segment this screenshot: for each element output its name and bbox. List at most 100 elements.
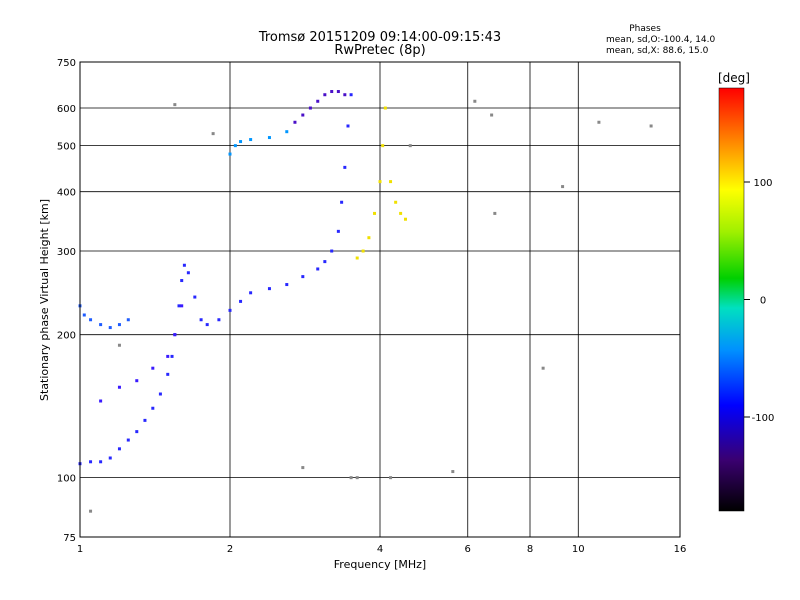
plot-frame [79,61,681,538]
x-tick-label: 6 [465,544,471,555]
data-point [383,106,387,110]
data-point [239,299,243,303]
grid-lines [80,62,680,537]
data-point [378,180,382,184]
y-tick-label: 500 [57,142,76,153]
colorbar-ticks: 100 0 -100 [744,178,774,424]
data-point [205,323,209,327]
data-point [177,304,181,308]
colorbar-tick-label: -100 [752,413,775,424]
data-point [89,509,93,513]
data-point [267,136,271,140]
data-point [249,138,253,142]
data-point [343,165,347,169]
colorbar [718,87,745,512]
data-point [293,120,297,124]
data-point [89,318,93,322]
chart-title: Tromsø 20151209 09:14:00-09:15:43 [258,30,501,45]
data-point [381,144,385,148]
phases-line-o: mean, sd,O:-100.4, 14.0 [606,35,716,45]
data-point [541,366,545,370]
x-tick-label: 10 [572,544,585,555]
data-point [117,447,121,451]
data-point [228,152,232,156]
data-point [403,217,407,221]
data-point [173,103,177,107]
data-point [355,476,359,480]
data-point [493,211,497,215]
data-point [143,418,147,422]
data-point [597,120,601,124]
data-point [316,99,320,103]
data-point [211,132,215,136]
colorbar-tick-label: 0 [760,296,766,307]
data-point [108,456,112,460]
x-axis-label: Frequency [MHz] [334,558,426,571]
x-tick-label: 4 [377,544,383,555]
data-point [126,438,130,442]
chart-subtitle: RwPretec (8p) [334,43,425,58]
data-point [343,93,347,97]
data-point [330,90,334,94]
data-point [355,256,359,260]
data-point [336,90,340,94]
data-point [117,385,121,389]
data-point [199,318,203,322]
data-point [151,366,155,370]
data-point [323,260,327,264]
data-point [349,93,353,97]
x-tick-label: 16 [674,544,687,555]
data-point [473,99,477,103]
data-point [173,333,177,337]
data-point [394,200,398,204]
data-point [399,211,403,215]
data-point [82,313,86,317]
data-point [330,249,334,253]
data-point [193,295,197,299]
y-tick-label: 400 [57,188,76,199]
data-point [228,308,232,312]
data-point [117,323,121,327]
data-point [301,466,305,470]
data-point [117,343,121,347]
data-point [126,318,130,322]
data-point [135,430,139,434]
data-point [389,180,393,184]
data-point [180,304,184,308]
data-point [349,476,353,480]
data-point [89,460,93,464]
data-point [166,354,170,358]
x-tick-label: 2 [227,544,233,555]
y-tick-label: 600 [57,104,76,115]
data-point [451,470,455,474]
data-point [180,279,184,283]
y-tick-label: 75 [63,533,76,544]
y-axis-label: Stationary phase Virtual Height [km] [38,199,51,401]
data-point [249,291,253,295]
phases-heading: Phases [629,24,661,34]
y-tick-labels: 75 100 200 300 400 500 600 750 [57,58,76,544]
data-point [233,144,237,148]
data-point [99,323,103,327]
y-tick-label: 750 [57,58,76,69]
data-point [361,249,365,253]
data-point [285,130,289,134]
data-points [78,90,653,513]
x-tick-label: 8 [527,544,533,555]
data-point [158,392,162,396]
x-tick-label: 1 [77,544,83,555]
colorbar-tick-label: 100 [753,178,772,189]
data-point [108,326,112,330]
data-point [151,406,155,410]
data-point [346,124,350,128]
data-point [323,93,327,97]
data-point [170,354,174,358]
y-tick-label: 300 [57,247,76,258]
colorbar-title: [deg] [718,71,750,85]
data-point [340,200,344,204]
data-point [367,236,371,240]
data-point [649,124,653,128]
data-point [336,229,340,233]
data-point [389,476,393,480]
